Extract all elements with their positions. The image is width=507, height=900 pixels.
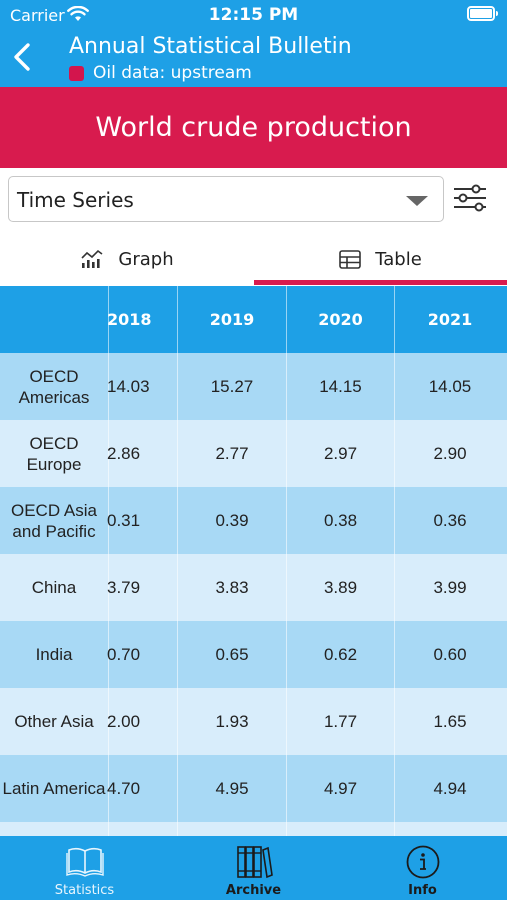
table-cell: 14.03	[107, 353, 178, 420]
table-cell: 4.97	[287, 755, 395, 822]
table-cell: 1.65	[433, 711, 467, 731]
table-header-cell: 2018	[107, 286, 178, 353]
clock: 12:15 PM	[208, 5, 299, 25]
table-header-cell: 2020	[287, 286, 395, 353]
table-header-row: 2018 2019 2020 2021	[0, 286, 507, 353]
table-cell-empty	[395, 822, 505, 836]
tabbar-statistics[interactable]: Statistics	[0, 836, 169, 900]
tab-graph[interactable]: Graph	[0, 232, 254, 286]
active-tab-indicator	[254, 280, 507, 285]
table-row: OECD Americas 14.03 15.27 14.15 14.05	[0, 353, 507, 420]
row-label: China	[0, 554, 109, 621]
info-icon	[338, 844, 507, 880]
table-cell-empty	[107, 822, 178, 836]
table-cell: 0.62	[287, 621, 395, 688]
sliders-icon	[454, 184, 486, 212]
view-tabs: Graph Table	[0, 232, 507, 286]
category-label: Oil data: upstream	[93, 63, 252, 83]
tabbar-info[interactable]: Info	[338, 836, 507, 900]
table-cell: 2.97	[287, 420, 395, 487]
table-cell: 3.89	[287, 554, 395, 621]
tab-table[interactable]: Table	[254, 232, 507, 286]
tabbar-archive-label: Archive	[225, 883, 282, 898]
table-cell: 0.31	[107, 487, 178, 554]
table-cell: 4.94	[433, 778, 467, 798]
data-table[interactable]: 2018 2019 2020 2021 OECD Americas 14.03 …	[0, 286, 507, 836]
dataset-banner: World crude production	[0, 87, 507, 168]
carrier-label: Carrier	[10, 6, 65, 25]
category-color-swatch	[69, 65, 84, 81]
table-row: India 0.70 0.65 0.62 0.60	[0, 621, 507, 688]
table-cell: 0.70	[107, 621, 178, 688]
table-row: Other Asia 2.00 1.93 1.77 1.65	[0, 688, 507, 755]
row-label: OECD Europe	[0, 420, 109, 487]
table-cell: 2.00	[107, 688, 178, 755]
tabbar-info-label: Info	[408, 883, 437, 898]
chevron-down-icon	[406, 196, 428, 206]
table-cell: 4.70	[107, 755, 178, 822]
view-mode-value: Time Series	[17, 188, 134, 212]
table-row: OECD Asia and Pacific 0.31 0.39 0.38 0.3…	[0, 487, 507, 554]
status-bar: Carrier 12:15 PM	[0, 0, 507, 30]
table-cell: 0.65	[178, 621, 287, 688]
table-row-partial	[0, 822, 507, 836]
table-cell: 14.05	[428, 376, 472, 396]
table-cell: 1.93	[178, 688, 287, 755]
top-header: Carrier 12:15 PM Annual Statistical Bull…	[0, 0, 507, 87]
tabbar-archive[interactable]: Archive	[169, 836, 338, 900]
books-icon	[169, 844, 338, 880]
table-cell: 15.27	[178, 353, 287, 420]
row-label: Latin America	[0, 755, 109, 822]
filter-button[interactable]	[452, 182, 488, 214]
battery-icon	[467, 6, 498, 21]
tab-graph-label: Graph	[118, 248, 174, 270]
category-subtitle: Oil data: upstream	[69, 63, 252, 83]
table-cell: 2.86	[107, 420, 178, 487]
back-button[interactable]	[8, 38, 38, 78]
table-cell: 1.77	[287, 688, 395, 755]
table-cell: 2.77	[178, 420, 287, 487]
row-label: OECD Americas	[0, 353, 109, 420]
table-header-cell: 2019	[178, 286, 287, 353]
table-header-cell	[0, 286, 109, 353]
table-cell: 2.90	[433, 443, 467, 463]
chevron-left-icon	[14, 43, 30, 71]
table-cell: 3.99	[433, 577, 467, 597]
row-label: OECD Asia and Pacific	[0, 487, 109, 554]
table-cell: 3.83	[178, 554, 287, 621]
table-cell: 3.79	[107, 554, 178, 621]
table-icon	[339, 249, 362, 269]
open-book-icon	[0, 844, 169, 880]
row-label: India	[0, 621, 109, 688]
wifi-icon	[67, 5, 89, 27]
table-cell: 4.95	[178, 755, 287, 822]
tab-table-label: Table	[375, 248, 422, 270]
table-cell: 0.60	[433, 644, 467, 664]
row-label: Other Asia	[0, 688, 109, 755]
chart-icon	[80, 249, 104, 269]
page-title: Annual Statistical Bulletin	[69, 34, 352, 59]
table-header-cell: 2021	[427, 310, 473, 329]
table-cell: 14.15	[287, 353, 395, 420]
table-row: China 3.79 3.83 3.89 3.99	[0, 554, 507, 621]
table-cell: 0.38	[287, 487, 395, 554]
view-mode-select[interactable]: Time Series	[8, 176, 444, 222]
table-cell-empty	[287, 822, 395, 836]
table-row: OECD Europe 2.86 2.77 2.97 2.90	[0, 420, 507, 487]
tabbar-statistics-label: Statistics	[54, 883, 115, 898]
table-cell: 0.36	[433, 510, 467, 530]
row-label-empty	[0, 822, 109, 836]
table-row: Latin America 4.70 4.95 4.97 4.94	[0, 755, 507, 822]
table-cell-empty	[178, 822, 287, 836]
bottom-tab-bar: Statistics Archive	[0, 836, 507, 900]
table-cell: 0.39	[178, 487, 287, 554]
